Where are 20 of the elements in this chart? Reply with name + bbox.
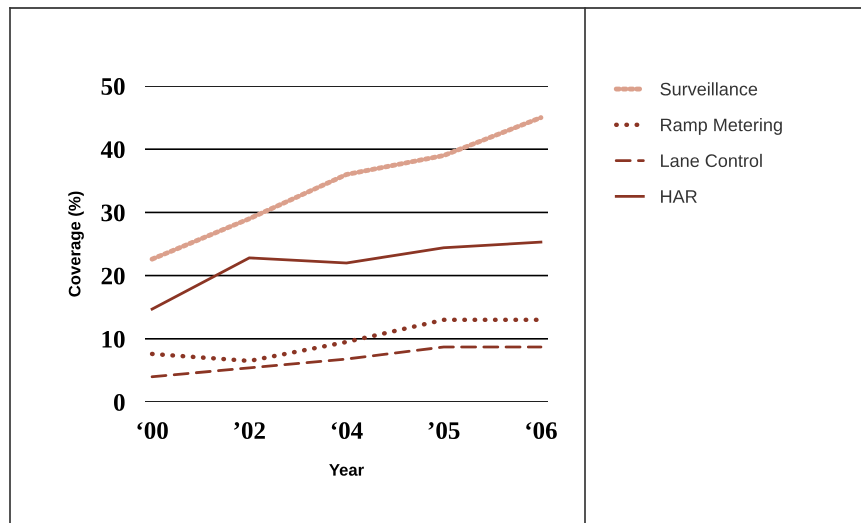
x-tick-label: ‘00 bbox=[137, 422, 168, 440]
x-tick-label: ‘06 bbox=[526, 422, 557, 440]
y-tick-label: 10 bbox=[102, 330, 125, 348]
y-tick-label: 40 bbox=[100, 141, 125, 158]
line-series bbox=[150, 240, 542, 310]
legend-label: Lane Control bbox=[661, 154, 762, 168]
x-tick-label: ’05 bbox=[428, 422, 460, 440]
legend-label: Surveillance bbox=[660, 82, 758, 96]
line-series bbox=[150, 115, 544, 262]
y-tick-label: 20 bbox=[102, 268, 125, 285]
y-tick-label: 30 bbox=[101, 204, 125, 222]
legend-label: HAR bbox=[661, 190, 697, 203]
y-axis-title: Coverage (%) bbox=[68, 192, 84, 297]
y-tick-label: 0 bbox=[114, 394, 125, 411]
legend-label: Ramp Metering bbox=[661, 118, 782, 135]
x-axis-title: Year bbox=[329, 464, 364, 476]
x-tick-label: ’02 bbox=[234, 422, 265, 440]
x-tick-label: ‘04 bbox=[332, 422, 363, 440]
y-tick-label: 50 bbox=[102, 78, 125, 95]
line-series bbox=[150, 346, 542, 378]
